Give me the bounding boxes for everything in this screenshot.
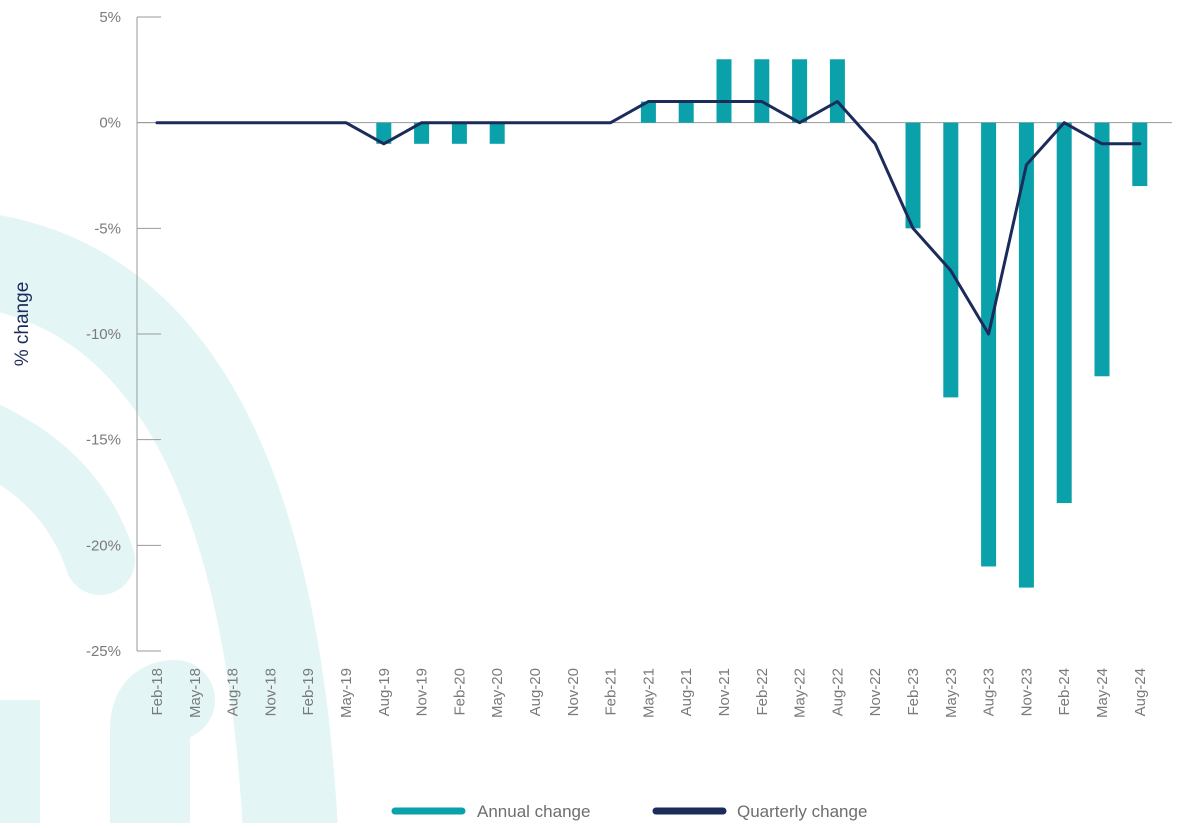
series-line-quarterly-change: [155, 100, 1142, 336]
x-tick-label: Feb-18: [149, 668, 166, 716]
bar-annual-change: [376, 122, 392, 144]
x-tick-label: Feb-21: [603, 668, 620, 716]
x-tick-label: May-24: [1094, 668, 1111, 718]
x-tick-label: Aug-20: [527, 668, 544, 716]
x-tick-label: Nov-20: [565, 668, 582, 716]
bar-annual-change: [943, 122, 959, 398]
x-tick-label: Aug-21: [678, 668, 695, 716]
x-tick-label: Feb-20: [451, 668, 468, 716]
x-tick-label: May-23: [943, 668, 960, 718]
x-tick-label: Aug-24: [1132, 668, 1149, 716]
x-tick-label: Aug-19: [376, 668, 393, 716]
y-axis-title: % change: [12, 282, 33, 367]
y-axis-label: % change: [12, 282, 33, 367]
y-tick-label: -15%: [86, 432, 121, 449]
x-tick-label: Nov-19: [414, 668, 431, 716]
x-tick-label: May-19: [338, 668, 355, 718]
x-tick-label: May-22: [792, 668, 809, 718]
bar-annual-change: [1018, 122, 1034, 588]
x-tick-label: May-21: [640, 668, 657, 718]
y-tick-label: -5%: [94, 220, 121, 237]
background-arc: [110, 660, 215, 828]
bar-annual-change: [678, 101, 694, 123]
bar-annual-change: [489, 122, 505, 144]
y-tick-label: -25%: [86, 643, 121, 660]
bar-annual-change: [451, 122, 467, 144]
x-tick-label: May-20: [489, 668, 506, 718]
bar-annual-change: [754, 59, 770, 123]
background-arc: [0, 215, 338, 828]
quarterly-change-line: [155, 100, 1142, 336]
annual-change-bars: [376, 59, 1148, 588]
background-arc: [0, 404, 135, 595]
x-tick-label: Feb-23: [905, 668, 922, 716]
x-tick-label: Aug-23: [981, 668, 998, 716]
legend-label-quarterly-change: Quarterly change: [737, 802, 867, 821]
bar-annual-change: [981, 122, 997, 567]
x-tick-label: Feb-22: [754, 668, 771, 716]
y-tick-label: 5%: [99, 9, 121, 26]
x-tick-label: Nov-18: [262, 668, 279, 716]
y-tick-label: -10%: [86, 326, 121, 343]
x-axis-tick-labels: Feb-18 May-18 Aug-18 Nov-18 Feb-19 May-19 Aug-…: [149, 668, 1149, 718]
background-arc-decoration: [0, 215, 338, 828]
bar-annual-change: [1094, 122, 1110, 377]
bar-annual-change: [1132, 122, 1148, 187]
y-tick-label: -20%: [86, 537, 121, 554]
x-tick-label: Nov-22: [867, 668, 884, 716]
x-tick-label: May-18: [187, 668, 204, 718]
bar-annual-change: [1056, 122, 1072, 504]
bar-annual-change: [414, 122, 430, 144]
bar-annual-change: [640, 101, 656, 123]
x-tick-label: Aug-18: [225, 668, 242, 716]
legend-label-annual-change: Annual change: [477, 802, 590, 821]
legend: Annual change Quarterly change: [391, 802, 867, 821]
bar-annual-change: [716, 59, 732, 123]
bar-annual-change: [905, 122, 921, 229]
x-tick-label: Nov-23: [1018, 668, 1035, 716]
x-tick-label: Nov-21: [716, 668, 733, 716]
x-tick-label: Feb-19: [300, 668, 317, 716]
x-tick-label: Aug-22: [829, 668, 846, 716]
bar-annual-change: [792, 59, 808, 123]
bar-annual-change: [829, 59, 845, 123]
y-tick-label: 0%: [99, 115, 121, 132]
x-tick-label: Feb-24: [1056, 668, 1073, 716]
